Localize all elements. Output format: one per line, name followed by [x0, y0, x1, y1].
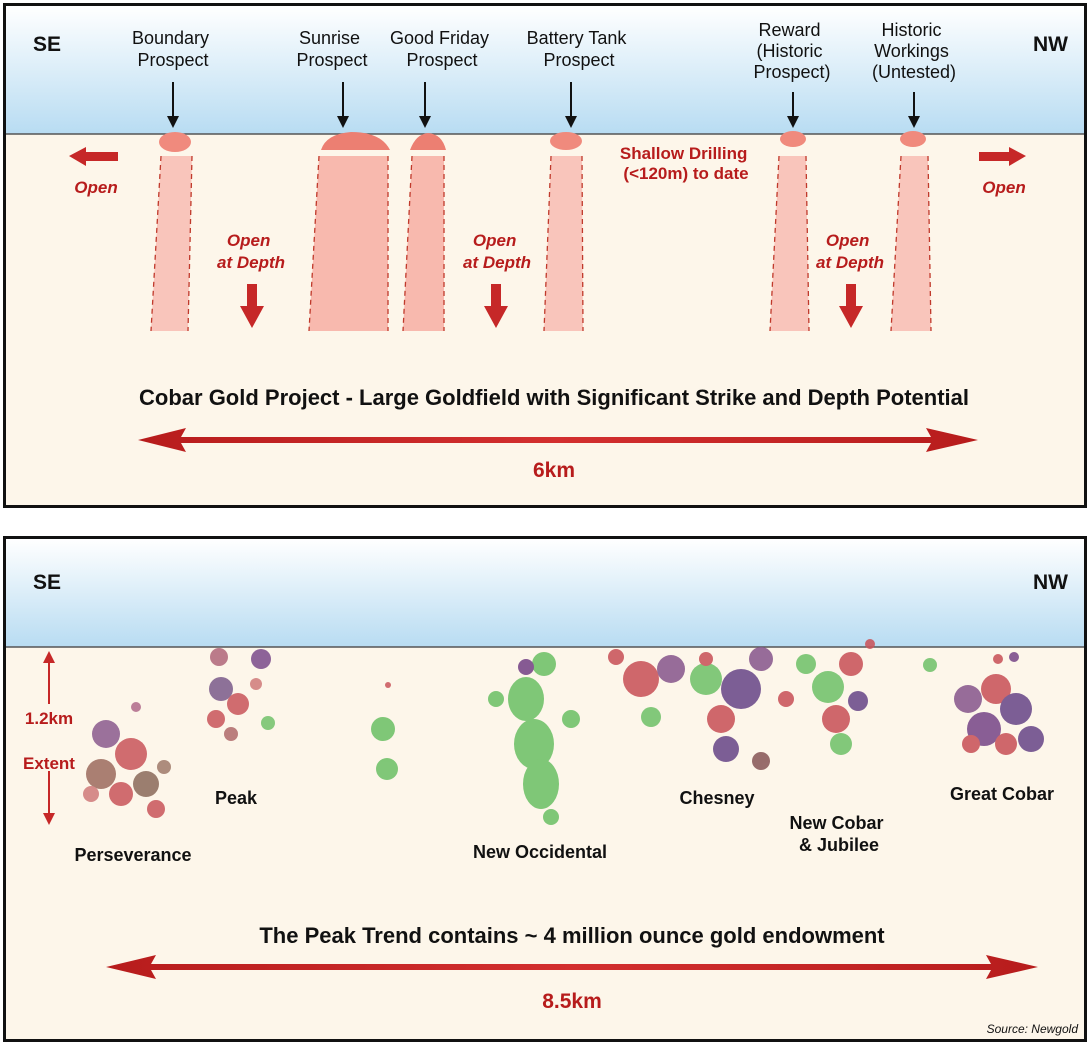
open-arrow-right-icon — [979, 147, 1026, 166]
open-at-depth-label-1: Open at Depth — [217, 231, 285, 272]
distance-6km-label: 6km — [533, 459, 575, 482]
direction-nw: NW — [1033, 571, 1068, 594]
sky — [6, 6, 1084, 134]
direction-se: SE — [33, 33, 61, 56]
open-at-depth-label-3: Open at Depth — [816, 231, 884, 272]
orebody-chesney — [608, 647, 773, 770]
label-reward-prospect: Reward (Historic Prospect) — [753, 20, 830, 82]
sky — [6, 539, 1084, 647]
bottom-section-diagram: SE NW 1.2km Extent — [6, 539, 1084, 1039]
label-battery-tank-prospect: Battery Tank Prospect — [527, 28, 632, 70]
distance-arrow-8-5km-icon — [106, 955, 1038, 979]
orebody-new-cobar-jubilee — [778, 639, 937, 755]
distance-8-5km-label: 8.5km — [542, 990, 602, 1013]
label-boundary-prospect: Boundary Prospect — [132, 28, 214, 70]
orebody-green-isolated — [371, 717, 398, 780]
shallow-drilling-label: Shallow Drilling (<120m) to date — [620, 144, 752, 183]
zone-boundary — [150, 132, 193, 332]
depth-arrow-1-icon — [240, 284, 264, 328]
distance-arrow-6km-icon — [138, 428, 978, 452]
ground — [6, 647, 1084, 1039]
label-sunrise-prospect: Sunrise Prospect — [296, 28, 367, 70]
prospect-pointer-arrows — [167, 82, 920, 128]
label-great-cobar: Great Cobar — [950, 784, 1054, 804]
zone-battery-tank — [543, 132, 584, 332]
bottom-panel: SE NW 1.2km Extent — [3, 536, 1087, 1042]
top-section-diagram: SE NW — [6, 6, 1084, 505]
label-historic-workings: Historic Workings (Untested) — [872, 20, 956, 82]
direction-nw: NW — [1033, 33, 1068, 56]
orebody-peak — [131, 648, 391, 741]
open-right-label: Open — [982, 178, 1025, 197]
zone-good-friday — [402, 133, 446, 332]
depth-arrow-3-icon — [839, 284, 863, 328]
extent-arrow-icon — [43, 651, 55, 825]
zone-sunrise — [308, 132, 390, 332]
orebody-great-cobar — [954, 652, 1044, 755]
label-peak: Peak — [215, 788, 258, 808]
top-title: Cobar Gold Project - Large Goldfield wit… — [139, 385, 969, 410]
open-left-label: Open — [74, 178, 117, 197]
direction-se: SE — [33, 571, 61, 594]
extent-label: Extent — [23, 754, 75, 773]
orebody-new-occidental — [488, 652, 580, 825]
orebody-perseverance — [83, 720, 171, 818]
label-new-cobar-jubilee: New Cobar & Jubilee — [789, 813, 888, 855]
zone-historic-workings — [890, 131, 932, 332]
depth-arrow-2-icon — [484, 284, 508, 328]
label-new-occidental: New Occidental — [473, 842, 607, 862]
label-good-friday-prospect: Good Friday Prospect — [390, 28, 494, 70]
prospect-zones — [150, 131, 932, 332]
open-arrow-left-icon — [69, 147, 118, 166]
zone-reward — [769, 131, 810, 332]
open-at-depth-label-2: Open at Depth — [463, 231, 531, 272]
bottom-title: The Peak Trend contains ~ 4 million ounc… — [259, 923, 885, 948]
source-credit: Source: Newgold — [987, 1022, 1079, 1036]
label-perseverance: Perseverance — [74, 845, 191, 865]
top-panel: SE NW — [3, 3, 1087, 508]
extent-value-label: 1.2km — [25, 709, 73, 728]
label-chesney: Chesney — [679, 788, 754, 808]
